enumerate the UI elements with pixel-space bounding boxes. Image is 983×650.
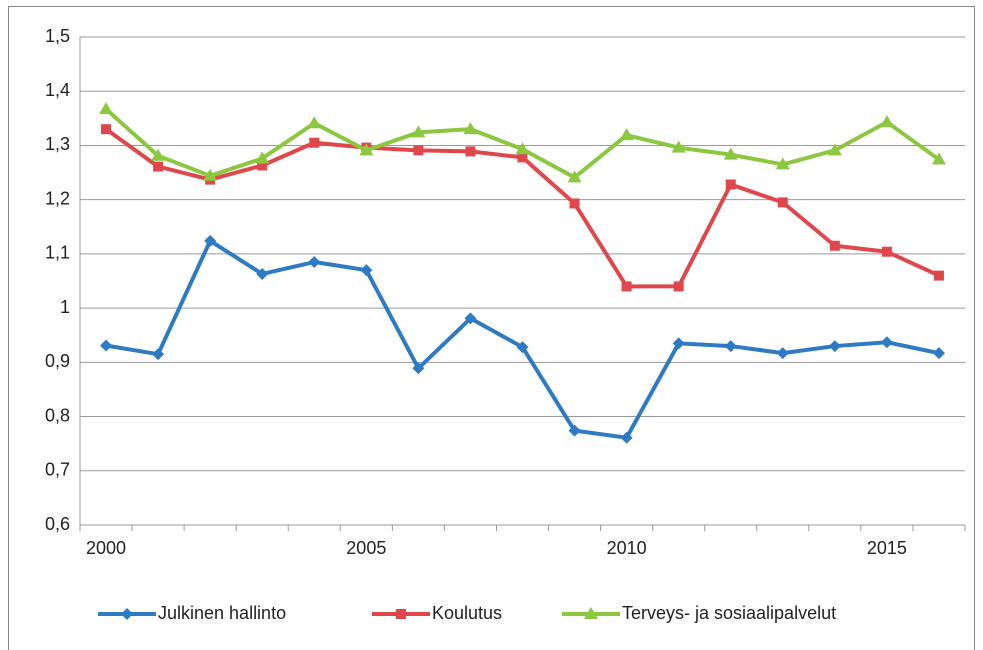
marker (621, 281, 632, 292)
marker (153, 161, 164, 172)
marker (309, 137, 320, 148)
y-tick-label: 1,1 (45, 243, 70, 263)
marker (932, 347, 945, 360)
marker (880, 336, 893, 349)
marker (584, 607, 598, 619)
marker (723, 147, 738, 160)
x-tick-label: 2005 (346, 538, 386, 558)
marker (359, 143, 374, 156)
marker (99, 102, 114, 115)
marker (307, 116, 322, 129)
legend-label: Julkinen hallinto (158, 603, 286, 623)
marker (775, 157, 790, 170)
marker (463, 122, 478, 135)
marker (203, 168, 218, 181)
marker (620, 431, 633, 444)
marker (829, 240, 840, 251)
y-tick-label: 0,7 (45, 460, 70, 480)
marker (879, 115, 894, 128)
marker (567, 170, 582, 183)
marker (776, 347, 789, 360)
marker (827, 143, 842, 156)
marker (204, 234, 217, 247)
marker (256, 267, 269, 280)
y-tick-label: 0,8 (45, 405, 70, 425)
marker (412, 362, 425, 375)
marker (931, 152, 946, 165)
marker (517, 152, 528, 163)
marker (255, 151, 270, 164)
marker (396, 609, 406, 619)
marker (828, 340, 841, 353)
x-tick-label: 2015 (867, 538, 907, 558)
y-tick-label: 0,6 (45, 514, 70, 534)
marker (121, 608, 133, 620)
marker (515, 142, 530, 155)
marker (672, 337, 685, 350)
marker (464, 312, 477, 325)
marker (516, 341, 529, 354)
marker (100, 339, 113, 352)
x-tick-label: 2000 (86, 538, 126, 558)
x-tick-label: 2010 (607, 538, 647, 558)
marker (673, 281, 684, 292)
marker (308, 256, 321, 269)
marker (413, 145, 424, 156)
marker (568, 424, 581, 437)
marker (881, 246, 892, 257)
marker (933, 270, 944, 281)
marker (777, 197, 788, 208)
y-tick-label: 1 (60, 297, 70, 317)
legend-label: Koulutus (432, 603, 502, 623)
marker (257, 160, 268, 171)
marker (152, 348, 165, 361)
y-tick-label: 0,9 (45, 351, 70, 371)
y-tick-label: 1,3 (45, 134, 70, 154)
y-tick-label: 1,4 (45, 80, 70, 100)
marker (671, 140, 686, 153)
marker (411, 125, 426, 138)
marker (724, 340, 737, 353)
marker (101, 124, 112, 135)
marker (619, 128, 634, 141)
marker (465, 146, 476, 157)
marker (569, 198, 580, 209)
y-tick-label: 1,5 (45, 26, 70, 46)
marker (725, 179, 736, 190)
legend-label: Terveys- ja sosiaalipalvelut (622, 603, 836, 623)
series-line (105, 238, 940, 440)
marker (151, 148, 166, 161)
marker (360, 264, 373, 277)
chart-frame (8, 6, 975, 650)
y-tick-label: 1,2 (45, 188, 70, 208)
